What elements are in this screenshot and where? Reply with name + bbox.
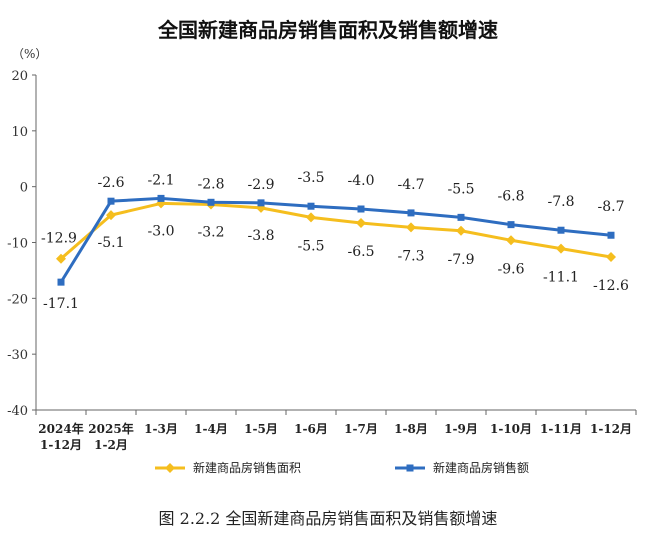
y-tick-label: 20 [11,69,28,84]
data-point [407,209,415,217]
data-label: -3.8 [248,228,275,244]
x-tick-label: 1-8月 [394,422,428,436]
data-point [357,205,365,213]
data-label: -2.6 [98,175,125,191]
data-label: -5.5 [448,181,475,197]
y-axis-unit: （%） [12,47,47,61]
y-tick-label: -40 [7,404,28,419]
legend-label: 新建商品房销售面积 [193,460,301,475]
data-label: -4.7 [398,177,425,193]
data-label: -9.6 [498,261,525,277]
y-tick-label: 0 [20,181,28,196]
data-point [307,202,315,210]
y-tick-label: -30 [7,348,28,363]
data-label: -5.5 [298,238,325,254]
data-point [556,243,566,254]
x-tick-label: 1-3月 [144,422,178,436]
data-label: -7.3 [398,248,425,264]
data-label: -3.2 [198,225,225,241]
data-label: -2.8 [198,176,225,192]
data-label: -6.5 [348,244,375,260]
data-label: -3.5 [298,170,325,186]
data-label: -7.9 [448,252,475,268]
data-point [207,198,215,206]
data-label: -11.1 [543,270,579,286]
data-point [356,217,366,228]
x-tick-label: 1-12月 [590,422,632,436]
data-point [506,235,516,246]
data-label: -12.9 [41,231,77,247]
data-point [157,194,165,202]
x-tick-label: 1-12月 [40,438,82,452]
data-label: -5.1 [98,235,125,251]
x-tick-label: 1-9月 [444,422,478,436]
data-label: -7.8 [548,194,575,210]
data-point [456,225,466,236]
data-point [56,253,66,264]
data-label: -2.9 [248,177,275,193]
x-tick-label: 1-4月 [194,422,228,436]
y-tick-label: 10 [11,125,28,140]
legend-marker [406,464,414,472]
data-point [306,212,316,223]
data-label: -3.0 [148,223,175,239]
data-point [606,252,616,263]
data-point [107,197,115,205]
data-label: -2.1 [148,172,175,188]
data-point [57,278,65,286]
x-tick-label: 1-6月 [294,422,328,436]
data-point [257,199,265,207]
data-label: -8.7 [598,199,625,215]
legend-marker [165,463,175,473]
data-point [457,213,465,221]
series-line-amount [59,196,612,283]
chart-title: 全国新建商品房销售面积及销售额增速 [158,18,498,42]
y-tick-label: -20 [7,292,28,307]
legend-label: 新建商品房销售额 [433,460,529,475]
data-point [607,231,615,239]
y-tick-label: -10 [7,237,28,252]
x-tick-label: 1-7月 [344,422,378,436]
data-point [106,210,116,221]
data-label: -6.8 [498,189,525,205]
x-tick-label: 1-10月 [490,422,532,436]
x-tick-label: 1-5月 [244,422,278,436]
data-point [406,222,416,233]
x-tick-label: 1-11月 [540,422,582,436]
data-point [557,226,565,234]
series-line-area [60,201,612,260]
x-tick-label: 2025年 [88,421,133,436]
data-label: -12.6 [593,278,629,294]
data-label: -17.1 [43,296,79,312]
data-point [507,221,515,229]
figure-caption: 图 2.2.2 全国新建商品房销售面积及销售额增速 [158,509,498,528]
chart-svg: （%） 20 10 0 -10 -20 -30 -40 2024年 1-12月 2025年 1-2月 1… [7,47,637,475]
data-label: -4.0 [348,173,375,189]
x-tick-label: 1-2月 [94,438,128,452]
x-tick-label: 2024年 [38,421,83,436]
